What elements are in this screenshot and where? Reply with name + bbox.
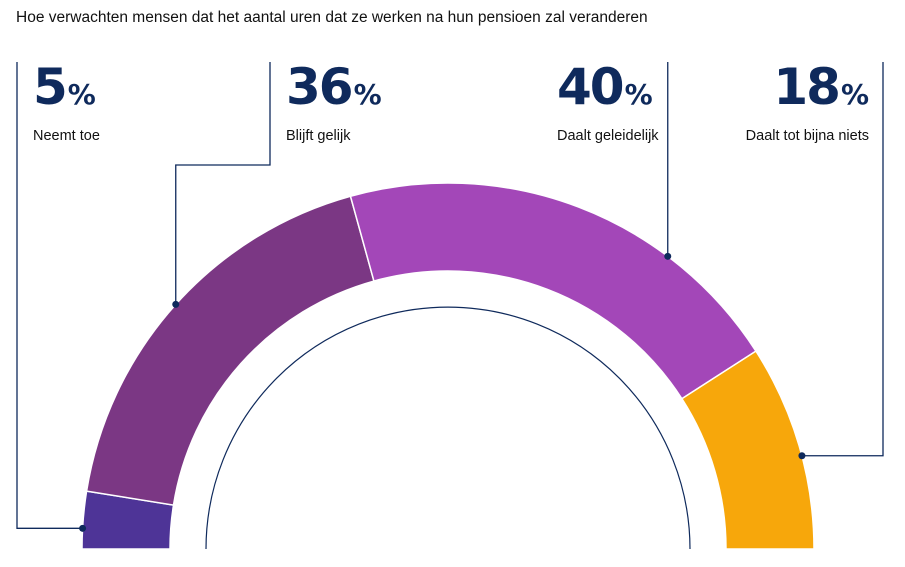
leader-dot [79, 524, 87, 532]
value-label: 36% [286, 58, 382, 116]
leader-dot [664, 252, 672, 260]
segment-daalt-geleidelijk [349, 182, 757, 400]
segment-blijft-gelijk [85, 195, 375, 506]
leader-line-neemt-toe [16, 62, 83, 529]
leader-dot [172, 300, 180, 308]
leader-line-blijft-gelijk [175, 62, 271, 305]
value-label: 40% [557, 58, 653, 116]
category-label: Daalt tot bijna niets [745, 128, 869, 144]
chart-title: Hoe verwachten mensen dat het aantal ure… [16, 9, 648, 26]
leader-line-daalt-tot-bijna-niets [801, 62, 884, 457]
label-daalt-tot-bijna-niets: 18% Daalt tot bijna niets [746, 62, 869, 144]
label-daalt-geleidelijk: 40% Daalt geleidelijk [557, 62, 659, 144]
category-label: Blijft gelijk [286, 128, 351, 144]
value-label: 18% [773, 58, 869, 116]
leader-dot [798, 452, 806, 460]
category-label: Neemt toe [33, 128, 100, 144]
label-neemt-toe: 5% Neemt toe [33, 62, 100, 144]
inner-ring-line [205, 306, 691, 550]
category-label: Daalt geleidelijk [557, 128, 659, 144]
label-blijft-gelijk: 36% Blijft gelijk [286, 62, 382, 144]
segment-daalt-tot-bijna-niets [680, 350, 815, 550]
value-label: 5% [33, 58, 96, 116]
